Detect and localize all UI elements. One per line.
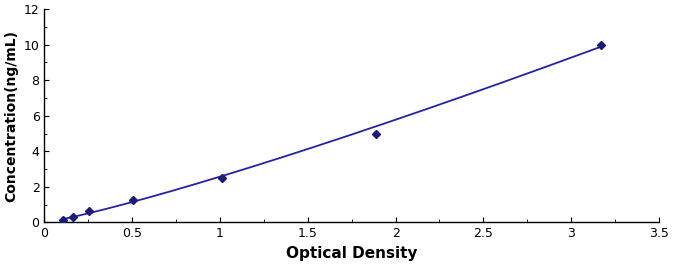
Y-axis label: Concentration(ng/mL): Concentration(ng/mL) (4, 30, 18, 202)
X-axis label: Optical Density: Optical Density (286, 246, 417, 261)
